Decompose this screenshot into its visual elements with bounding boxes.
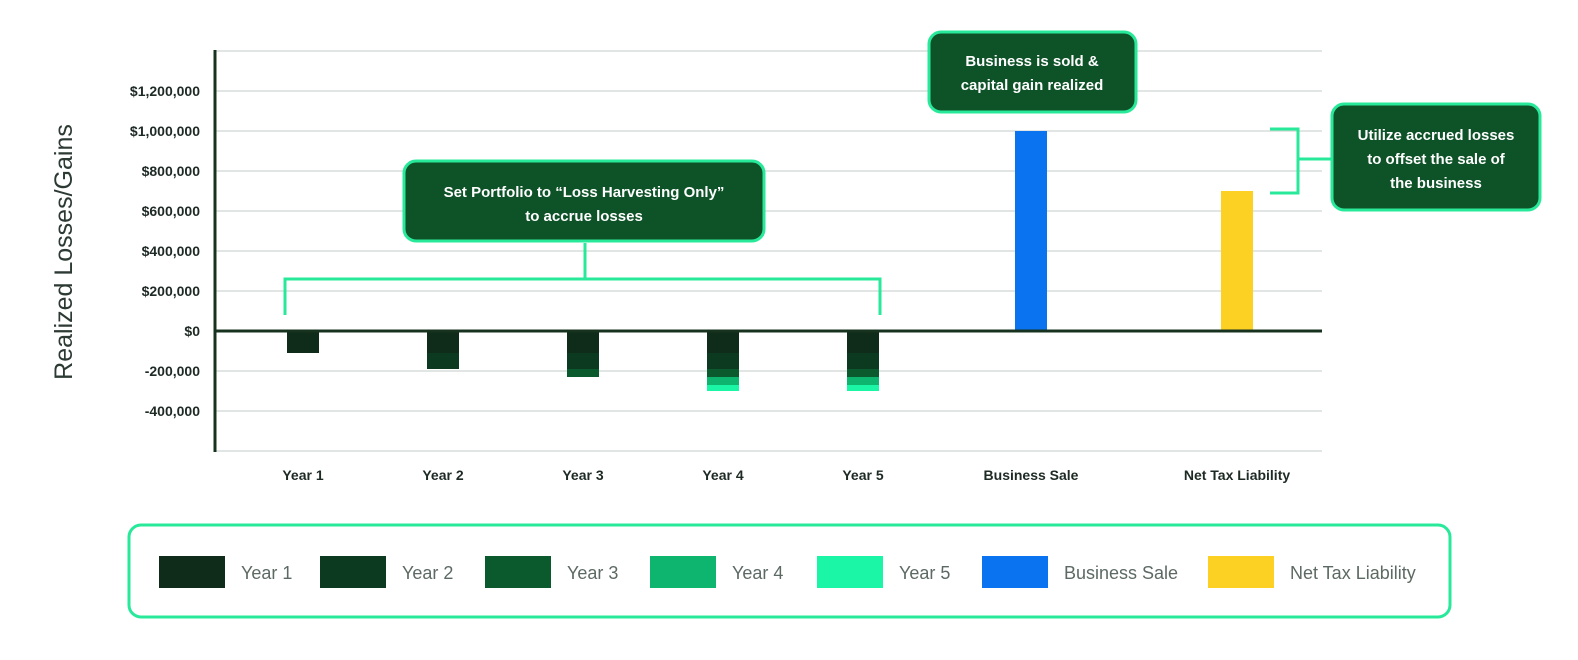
callout-sale [927,30,1138,114]
x-tick-label: Year 2 [422,467,463,483]
legend-box [127,523,1452,619]
legend-swatch-year-3 [485,556,551,588]
bar-year-1-year-3 [567,331,599,353]
y-tick-label: -400,000 [145,403,200,419]
legend-label-year-4: Year 4 [732,563,783,583]
bar-year-3-year-4 [707,369,739,377]
bar-year-3-year-3 [567,369,599,377]
legend-swatch-net-tax-liability [1208,556,1274,588]
y-tick-label: $0 [184,323,200,339]
x-tick-label: Business Sale [984,467,1079,483]
axes [213,50,1322,452]
brackets [283,127,1332,315]
bar-year-1-year-1 [287,331,319,353]
legend-swatch-business-sale [982,556,1048,588]
legend-label-net-tax-liability: Net Tax Liability [1290,563,1416,583]
y-axis-label: Realized Losses/Gains [50,124,78,380]
gridlines [215,50,1322,452]
bar-year-2-year-5 [847,353,879,369]
y-tick-labels: -400,000 -200,000 $0 $200,000 $400,000 $600,0… [130,83,200,419]
legend-label-business-sale: Business Sale [1064,563,1178,583]
bar-business-sale-business-sale [1015,131,1047,331]
bar-year-3-year-5 [847,369,879,377]
callout-harvest [402,159,766,243]
legend-label-year-1: Year 1 [241,563,292,583]
bar-year-1-year-2 [427,331,459,353]
bar-year-4-year-5 [847,377,879,385]
callout-sale-text: capital gain realized [961,77,1104,94]
legend-label-year-5: Year 5 [899,563,950,583]
bar-year-1-year-5 [847,331,879,353]
bar-year-5-year-5 [847,385,879,391]
legend-swatch-year-2 [320,556,386,588]
callout-harvest-text: Set Portfolio to “Loss Harvesting Only” [444,184,725,201]
legend-swatch-year-4 [650,556,716,588]
x-tick-label: Year 4 [702,467,743,483]
bar-year-2-year-3 [567,353,599,369]
bars [287,131,1253,391]
x-tick-label: Year 1 [282,467,323,483]
bar-year-2-year-4 [707,353,739,369]
y-tick-label: $600,000 [142,203,201,219]
y-tick-label: $800,000 [142,163,201,179]
bar-year-1-year-4 [707,331,739,353]
x-tick-label: Net Tax Liability [1184,467,1291,483]
y-tick-label: $200,000 [142,283,201,299]
y-tick-label: $1,000,000 [130,123,200,139]
loss-bracket [283,243,882,315]
callout-sale-text: Business is sold & [965,53,1099,70]
legend: Year 1 Year 2 Year 3 Year 4 Year 5 Business S… [127,523,1452,619]
x-category-labels: Year 1 Year 2 Year 3 Year 4 Year 5 Business S… [282,467,1290,483]
callout-offset-text: to offset the sale of [1367,151,1506,168]
bar-net-tax-liability-net-tax-liability [1221,191,1253,331]
y-tick-label: $1,200,000 [130,83,200,99]
y-tick-label: -200,000 [145,363,200,379]
bar-year-2-year-2 [427,353,459,369]
y-tick-label: $400,000 [142,243,201,259]
callout-offset-text: the business [1390,175,1482,192]
x-tick-label: Year 5 [842,467,883,483]
legend-swatch-year-1 [159,556,225,588]
bar-year-5-year-4 [707,385,739,391]
offset-bracket [1270,127,1332,195]
x-tick-label: Year 3 [562,467,603,483]
legend-label-year-3: Year 3 [567,563,618,583]
callout-harvest-text: to accrue losses [525,208,643,225]
bar-year-4-year-4 [707,377,739,385]
legend-label-year-2: Year 2 [402,563,453,583]
callout-offset-text: Utilize accrued losses [1358,127,1515,144]
callouts: Set Portfolio to “Loss Harvesting Only” t… [402,30,1542,243]
callout-offset [1330,102,1542,212]
legend-swatch-year-5 [817,556,883,588]
